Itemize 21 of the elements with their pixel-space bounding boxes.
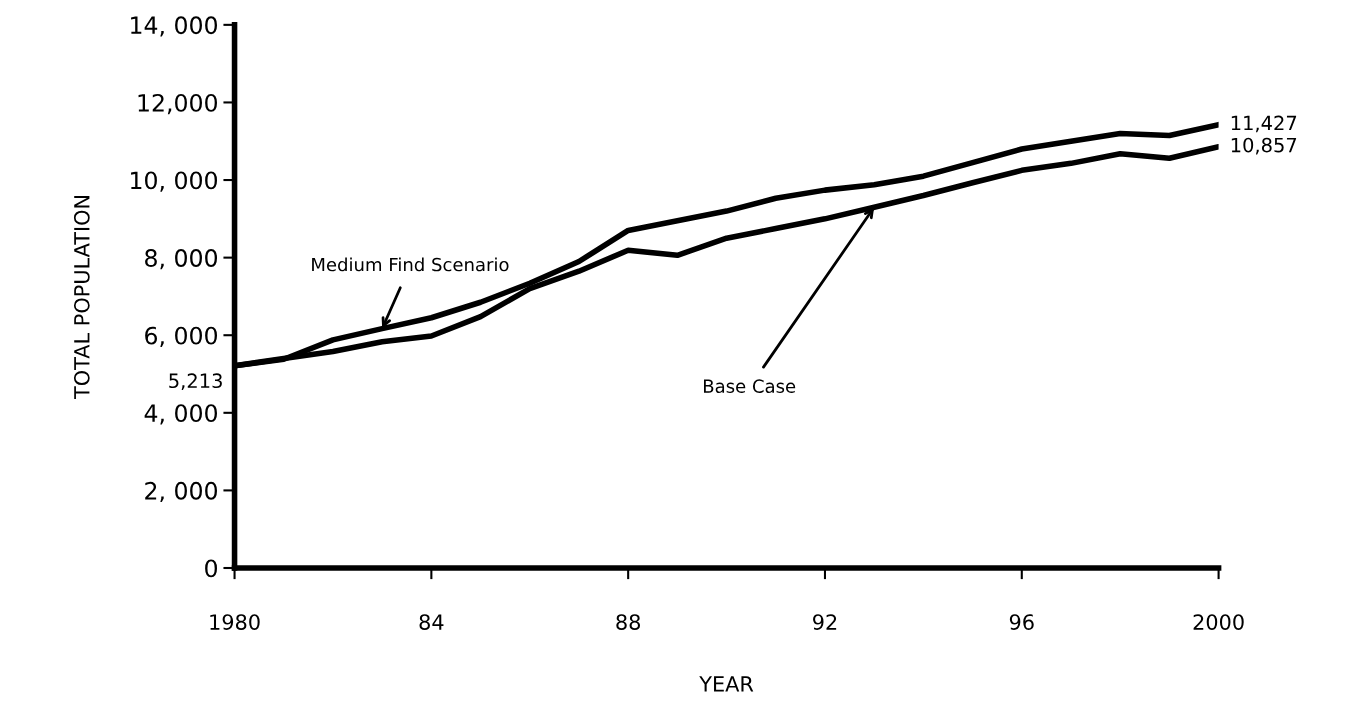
data-label: 5,213 (169, 373, 222, 391)
x-tick-label: 88 (616, 614, 640, 630)
x-axis-title: YEAR (699, 676, 754, 692)
y-tick-label: 14, 000 (131, 16, 218, 37)
data-label: 10,857 (1231, 137, 1297, 155)
y-tick-label: 6, 000 (145, 326, 218, 347)
y-tick-label: 10, 000 (131, 171, 218, 192)
data-label: 11,427 (1231, 115, 1297, 133)
y-tick-label: 4, 000 (144, 404, 218, 425)
x-tick-label: 2000 (1193, 614, 1244, 630)
x-tick-label: 96 (1009, 614, 1034, 630)
y-tick-label: 8, 000 (145, 249, 218, 270)
y-tick-label: 0 (205, 559, 218, 578)
text: Base Case (704, 379, 796, 393)
y-tick-label: 12,000 (138, 93, 218, 115)
series-label: Medium Find Scenario (312, 257, 509, 272)
x-tick-label: 92 (813, 614, 837, 630)
x-tick-label: 84 (419, 614, 444, 630)
x-tick-label: 1980 (210, 614, 260, 630)
y-axis-title: TOTAL POPULATION (73, 195, 90, 400)
y-tick-label: 2, 000 (145, 481, 218, 503)
